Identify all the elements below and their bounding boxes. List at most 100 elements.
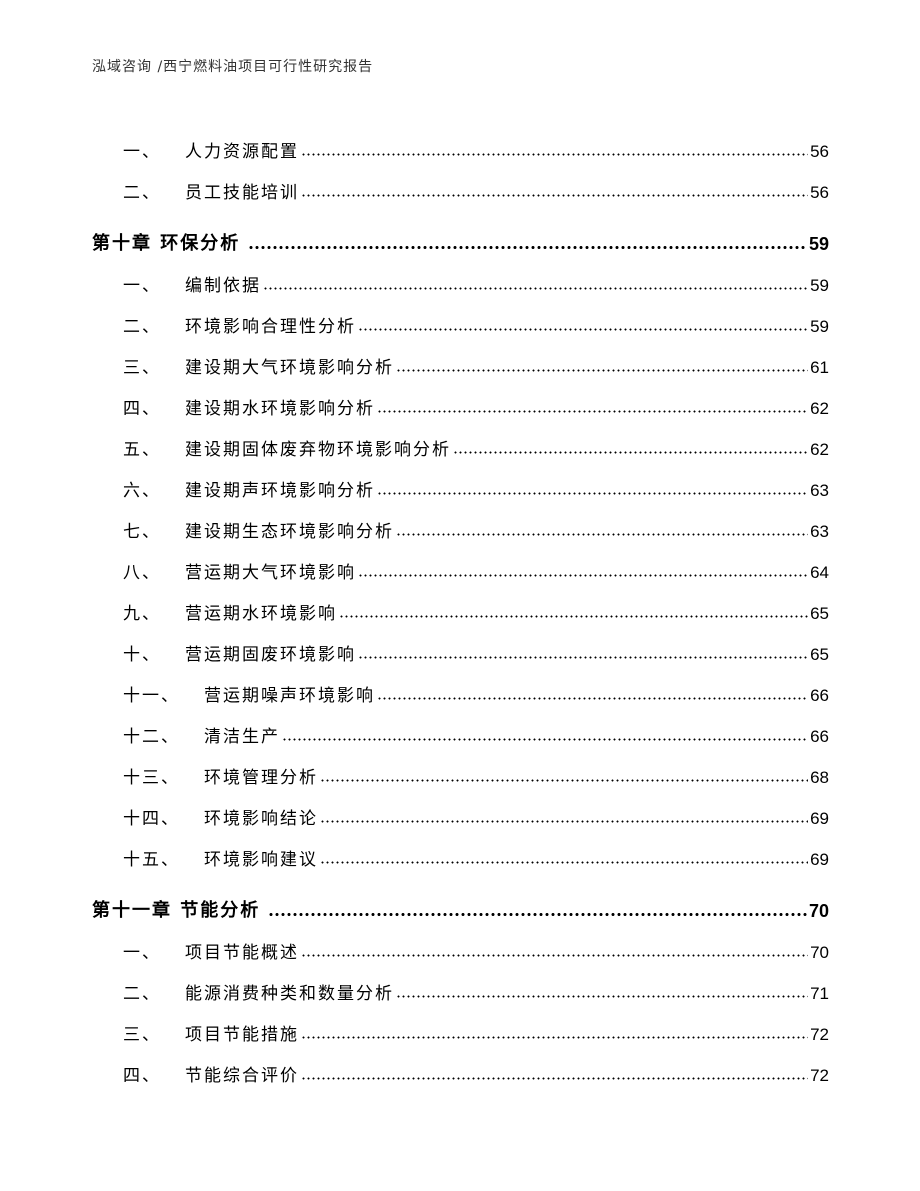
toc-entry-title: 建设期固体废弃物环境影响分析 [185,440,451,460]
toc-entry-number: 三、 [123,358,161,378]
toc-entry-number: 一、 [123,943,161,963]
dot-leader [358,574,809,577]
toc-section-entry[interactable]: 七、 建设期生态环境影响分析 63 [92,501,829,542]
toc-page-number: 69 [810,809,829,828]
dot-leader [377,410,809,413]
dot-leader [377,492,809,495]
toc-entry-title: 项目节能措施 [185,1025,299,1045]
toc-entry-title: 建设期声环境影响分析 [185,481,375,501]
toc-entry-title: 第十章 环保分析 [92,233,241,254]
toc-entry-title: 编制依据 [185,276,261,296]
toc-page-number: 61 [810,358,829,377]
dot-leader [301,194,809,197]
toc-entry-number: 十四、 [123,809,180,829]
toc-page-number: 70 [810,943,829,962]
table-of-contents: 一、 人力资源配置 56 二、 员工技能培训 56 第十章 环保分析 59 一、 编制依据 59 二、… [92,121,829,1086]
dot-leader [301,1036,809,1039]
toc-entry-number: 十三、 [123,768,180,788]
dot-leader [453,451,809,454]
toc-page-number: 70 [808,901,829,921]
toc-entry-title: 建设期生态环境影响分析 [185,522,394,542]
toc-section-entry[interactable]: 一、 人力资源配置 56 [92,121,829,162]
toc-section-entry[interactable]: 十二、 清洁生产 66 [92,706,829,747]
dot-leader [320,861,809,864]
toc-entry-number: 十、 [123,645,161,665]
toc-section-entry[interactable]: 八、 营运期大气环境影响 64 [92,542,829,583]
dot-leader [396,369,809,372]
toc-page-number: 59 [810,276,829,295]
toc-page-number: 66 [810,727,829,746]
toc-section-entry[interactable]: 五、 建设期固体废弃物环境影响分析 62 [92,419,829,460]
toc-page-number: 71 [810,984,829,1003]
toc-entry-title: 节能综合评价 [185,1066,299,1086]
dot-leader [358,328,809,331]
toc-entry-number: 二、 [123,984,161,1004]
toc-section-entry[interactable]: 三、 项目节能措施 72 [92,1004,829,1045]
toc-entry-number: 一、 [123,142,161,162]
toc-chapter-entry[interactable]: 第十一章 节能分析 70 [92,870,829,922]
dot-leader [301,954,809,957]
toc-entry-title: 清洁生产 [204,727,280,747]
toc-section-entry[interactable]: 三、 建设期大气环境影响分析 61 [92,337,829,378]
toc-section-entry[interactable]: 十、 营运期固废环境影响 65 [92,624,829,665]
dot-leader [268,913,807,916]
toc-section-entry[interactable]: 四、 建设期水环境影响分析 62 [92,378,829,419]
toc-entry-number: 六、 [123,481,161,501]
toc-section-entry[interactable]: 一、 项目节能概述 70 [92,922,829,963]
toc-entry-title: 员工技能培训 [185,183,299,203]
toc-section-entry[interactable]: 二、 能源消费种类和数量分析 71 [92,963,829,1004]
toc-entry-number: 三、 [123,1025,161,1045]
toc-section-entry[interactable]: 六、 建设期声环境影响分析 63 [92,460,829,501]
dot-leader [358,656,809,659]
dot-leader [377,697,809,700]
toc-section-entry[interactable]: 十一、 营运期噪声环境影响 66 [92,665,829,706]
dot-leader [320,779,809,782]
dot-leader [301,153,809,156]
dot-leader [396,533,809,536]
toc-entry-title: 能源消费种类和数量分析 [185,984,394,1004]
dot-leader [320,820,809,823]
toc-entry-number: 二、 [123,183,161,203]
dot-leader [263,287,809,290]
toc-section-entry[interactable]: 九、 营运期水环境影响 65 [92,583,829,624]
toc-section-entry[interactable]: 十四、 环境影响结论 69 [92,788,829,829]
toc-section-entry[interactable]: 二、 员工技能培训 56 [92,162,829,203]
toc-entry-title: 环境影响建议 [204,850,318,870]
toc-entry-title: 建设期大气环境影响分析 [185,358,394,378]
toc-section-entry[interactable]: 二、 环境影响合理性分析 59 [92,296,829,337]
toc-entry-title: 人力资源配置 [185,142,299,162]
toc-page-number: 63 [810,481,829,500]
toc-page-number: 65 [810,645,829,664]
toc-entry-title: 环境影响合理性分析 [185,317,356,337]
toc-page-number: 66 [810,686,829,705]
toc-entry-number: 十二、 [123,727,180,747]
toc-entry-title: 建设期水环境影响分析 [185,399,375,419]
toc-page-number: 56 [810,183,829,202]
toc-entry-title: 项目节能概述 [185,943,299,963]
toc-entry-title: 营运期水环境影响 [185,604,337,624]
toc-page-number: 62 [810,440,829,459]
toc-entry-title: 营运期噪声环境影响 [204,686,375,706]
toc-page-number: 72 [810,1066,829,1085]
toc-entry-number: 一、 [123,276,161,296]
toc-entry-title: 营运期大气环境影响 [185,563,356,583]
running-header: 泓域咨询 /西宁燃料油项目可行性研究报告 [92,59,374,75]
toc-section-entry[interactable]: 十三、 环境管理分析 68 [92,747,829,788]
toc-page-number: 68 [810,768,829,787]
toc-entry-title: 环境管理分析 [204,768,318,788]
toc-section-entry[interactable]: 一、 编制依据 59 [92,255,829,296]
toc-page-number: 72 [810,1025,829,1044]
toc-entry-number: 七、 [123,522,161,542]
toc-entry-title: 第十一章 节能分析 [92,900,261,921]
toc-section-entry[interactable]: 十五、 环境影响建议 69 [92,829,829,870]
toc-page-number: 63 [810,522,829,541]
toc-chapter-entry[interactable]: 第十章 环保分析 59 [92,203,829,255]
toc-entry-number: 十一、 [123,686,180,706]
toc-entry-number: 四、 [123,1066,161,1086]
toc-entry-number: 二、 [123,317,161,337]
toc-page-number: 69 [810,850,829,869]
toc-section-entry[interactable]: 四、 节能综合评价 72 [92,1045,829,1086]
dot-leader [248,246,807,249]
toc-page-number: 62 [810,399,829,418]
